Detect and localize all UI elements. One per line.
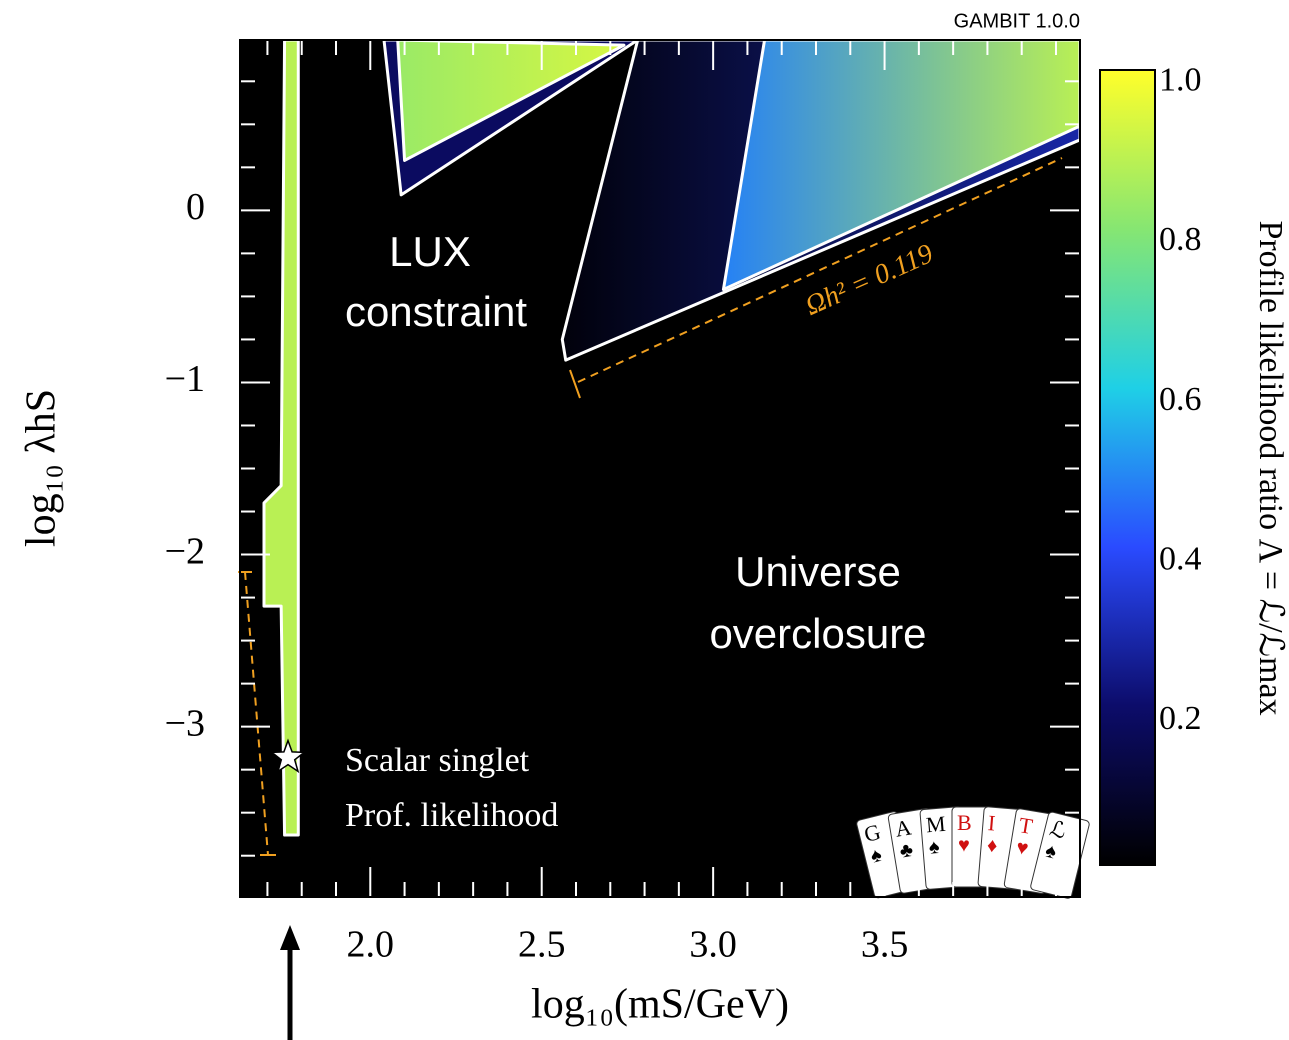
y-tick-label: −1 xyxy=(165,358,205,400)
y-axis-label: log₁₀ λhS xyxy=(19,389,65,547)
card-suit: ♠ xyxy=(928,836,941,859)
colorbar-label: Profile likelihood ratio Λ = ℒ/ℒmax xyxy=(1252,220,1289,715)
axes: 2.0 2.5 3.0 3.5 −3 −2 −1 0 0.2 0.4 0.6 0.8 1.0 xyxy=(165,40,1202,966)
card-letter: M xyxy=(925,811,947,838)
y-tick-label: −3 xyxy=(165,702,205,744)
x-tick-label: 3.5 xyxy=(861,924,909,966)
best-fit-point xyxy=(269,738,307,774)
pointer-arrowhead xyxy=(280,925,300,950)
likelihood-region xyxy=(396,38,626,162)
annotation: Scalar singlet xyxy=(345,742,530,779)
x-tick-label: 2.5 xyxy=(518,924,566,966)
likelihood-region xyxy=(262,38,300,837)
colorbar xyxy=(1099,69,1156,866)
colorbar-tick-label: 0.4 xyxy=(1159,540,1202,577)
y-tick-label: 0 xyxy=(186,186,205,228)
card-suit: ♣ xyxy=(898,839,915,863)
x-tick-label: 3.0 xyxy=(689,924,737,966)
card-letter: A xyxy=(893,814,913,841)
card-letter: I xyxy=(987,810,996,836)
card-suit: ♥ xyxy=(1015,836,1030,860)
relic-arrow xyxy=(577,157,1063,383)
plot-frame xyxy=(239,39,1081,898)
card-suit: ♥ xyxy=(958,835,970,857)
annotation: overclosure xyxy=(709,610,926,657)
card-letter: T xyxy=(1017,812,1035,839)
arrow-cap xyxy=(569,369,581,399)
annotation: Prof. likelihood xyxy=(345,797,558,834)
range-arrow xyxy=(244,571,269,856)
card-letter: G xyxy=(862,819,884,847)
x-tick-label: 2.0 xyxy=(347,924,395,966)
x-axis-label: log₁₀(mS/GeV) xyxy=(531,982,789,1028)
card-suit: ♦ xyxy=(986,835,998,858)
annotation: constraint xyxy=(345,288,527,335)
colorbar-tick-label: 0.2 xyxy=(1159,700,1202,737)
colorbar-tick-label: 0.8 xyxy=(1159,221,1202,258)
annotation: Universe xyxy=(735,548,901,595)
annotation: LUX xyxy=(389,228,471,275)
colorbar-tick-label: 0.6 xyxy=(1159,381,1202,418)
y-tick-label: −2 xyxy=(165,530,205,572)
chart-title: GAMBIT 1.0.0 xyxy=(954,10,1080,32)
card-letter: ℒ xyxy=(1047,816,1068,844)
logo: G♠A♣M♠B♥I♦T♥ℒ♠ xyxy=(856,806,1090,899)
card-letter: B xyxy=(957,810,972,835)
colorbar-tick-label: 1.0 xyxy=(1159,62,1202,99)
